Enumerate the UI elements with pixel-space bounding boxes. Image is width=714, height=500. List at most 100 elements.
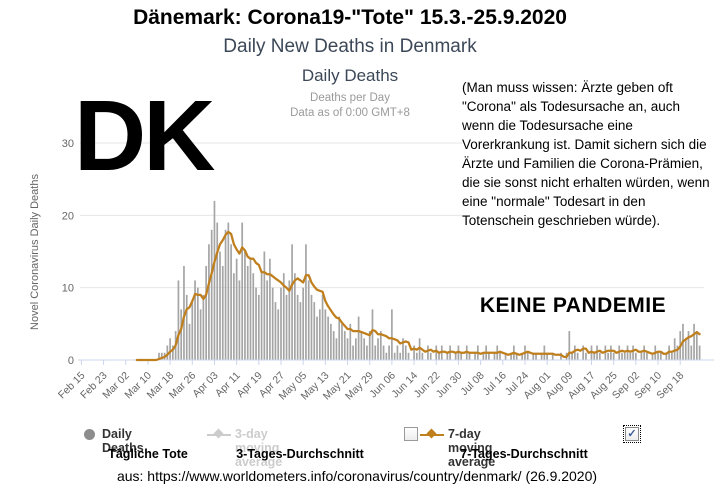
bar[interactable] bbox=[269, 258, 271, 360]
bar[interactable] bbox=[202, 294, 205, 360]
bar[interactable] bbox=[194, 280, 196, 360]
bar[interactable] bbox=[246, 265, 249, 360]
bar[interactable] bbox=[585, 352, 587, 360]
bar[interactable] bbox=[169, 338, 171, 360]
bar[interactable] bbox=[404, 345, 407, 360]
bar[interactable] bbox=[560, 352, 562, 360]
bar[interactable] bbox=[676, 345, 679, 360]
bar[interactable] bbox=[388, 345, 390, 360]
bar[interactable] bbox=[532, 352, 535, 360]
bar[interactable] bbox=[241, 222, 244, 360]
bar[interactable] bbox=[402, 338, 404, 360]
bar[interactable] bbox=[429, 352, 432, 360]
bar[interactable] bbox=[446, 352, 449, 360]
bar[interactable] bbox=[299, 302, 302, 360]
bar[interactable] bbox=[219, 251, 221, 361]
bar[interactable] bbox=[574, 345, 576, 360]
bar[interactable] bbox=[363, 338, 366, 360]
bar[interactable] bbox=[210, 229, 213, 360]
bar[interactable] bbox=[493, 352, 496, 360]
bar[interactable] bbox=[610, 345, 612, 360]
bar[interactable] bbox=[227, 222, 230, 360]
bar[interactable] bbox=[160, 352, 163, 360]
bar[interactable] bbox=[221, 265, 224, 360]
bar[interactable] bbox=[288, 280, 291, 360]
bar[interactable] bbox=[515, 352, 518, 360]
bar[interactable] bbox=[230, 244, 232, 360]
bar[interactable] bbox=[180, 309, 183, 360]
bar[interactable] bbox=[482, 352, 485, 360]
bar[interactable] bbox=[305, 244, 307, 360]
bar[interactable] bbox=[330, 323, 332, 360]
bar[interactable] bbox=[335, 338, 338, 360]
bar[interactable] bbox=[371, 309, 374, 360]
bar[interactable] bbox=[546, 352, 548, 360]
bar[interactable] bbox=[454, 352, 457, 360]
bar[interactable] bbox=[438, 352, 440, 360]
bar[interactable] bbox=[593, 352, 596, 360]
bar[interactable] bbox=[396, 345, 399, 360]
bar[interactable] bbox=[366, 345, 368, 360]
bar[interactable] bbox=[213, 200, 216, 360]
bar[interactable] bbox=[177, 280, 180, 360]
bar[interactable] bbox=[435, 345, 438, 360]
bar[interactable] bbox=[185, 294, 188, 360]
bar[interactable] bbox=[427, 345, 429, 360]
bar[interactable] bbox=[571, 352, 573, 360]
bar[interactable] bbox=[257, 294, 260, 360]
bar[interactable] bbox=[510, 352, 512, 360]
bar[interactable] bbox=[313, 302, 316, 360]
bar[interactable] bbox=[208, 244, 210, 360]
bar[interactable] bbox=[540, 352, 543, 360]
bar[interactable] bbox=[391, 309, 393, 360]
bar[interactable] bbox=[418, 338, 421, 360]
bar[interactable] bbox=[385, 352, 388, 360]
bar[interactable] bbox=[695, 331, 698, 360]
bar[interactable] bbox=[252, 273, 255, 360]
bar[interactable] bbox=[271, 287, 274, 360]
bar[interactable] bbox=[360, 331, 363, 360]
bar[interactable] bbox=[166, 345, 169, 360]
bar[interactable] bbox=[224, 229, 227, 360]
bar[interactable] bbox=[343, 331, 346, 360]
seven-day-average-line[interactable] bbox=[135, 230, 701, 362]
bar[interactable] bbox=[413, 345, 415, 360]
bar[interactable] bbox=[504, 352, 507, 360]
bar[interactable] bbox=[205, 265, 207, 360]
bar[interactable] bbox=[399, 352, 402, 360]
bar[interactable] bbox=[291, 244, 293, 360]
bar[interactable] bbox=[632, 345, 634, 360]
bar[interactable] bbox=[316, 316, 318, 360]
avg3-checkbox[interactable] bbox=[404, 427, 418, 441]
bar[interactable] bbox=[332, 331, 335, 360]
daily-deaths-bars[interactable] bbox=[158, 200, 701, 361]
bar[interactable] bbox=[626, 345, 629, 360]
bar[interactable] bbox=[535, 352, 537, 360]
bar[interactable] bbox=[374, 345, 377, 360]
bar[interactable] bbox=[582, 345, 585, 360]
bar[interactable] bbox=[296, 294, 299, 360]
bar[interactable] bbox=[646, 352, 648, 360]
bar[interactable] bbox=[280, 287, 282, 360]
bar[interactable] bbox=[379, 331, 382, 360]
bar[interactable] bbox=[307, 280, 310, 360]
bar[interactable] bbox=[687, 331, 690, 360]
bar[interactable] bbox=[377, 338, 379, 360]
bar[interactable] bbox=[673, 338, 676, 360]
bar[interactable] bbox=[238, 280, 241, 360]
bar[interactable] bbox=[698, 345, 701, 360]
bar[interactable] bbox=[352, 345, 354, 360]
bar[interactable] bbox=[643, 345, 646, 360]
bar[interactable] bbox=[346, 338, 349, 360]
bar[interactable] bbox=[158, 352, 160, 360]
bar[interactable] bbox=[415, 352, 418, 360]
bar[interactable] bbox=[382, 345, 385, 360]
bar[interactable] bbox=[355, 338, 357, 360]
bar[interactable] bbox=[407, 352, 410, 360]
bar[interactable] bbox=[260, 273, 263, 360]
bar[interactable] bbox=[183, 265, 185, 360]
bar[interactable] bbox=[671, 352, 673, 360]
bar[interactable] bbox=[233, 273, 235, 360]
bar[interactable] bbox=[274, 302, 277, 360]
bar[interactable] bbox=[474, 352, 476, 360]
